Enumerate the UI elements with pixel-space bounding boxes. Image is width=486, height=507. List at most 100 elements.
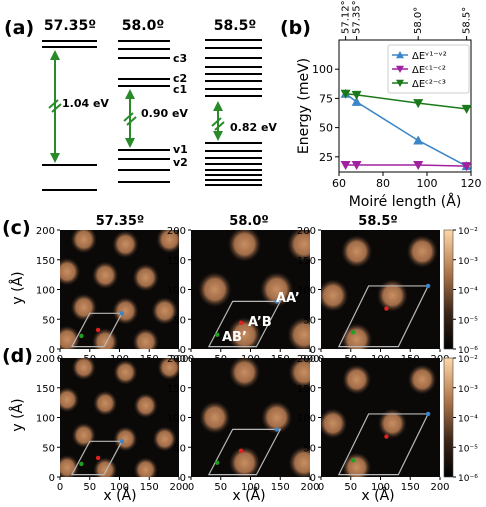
density-blob	[157, 358, 179, 381]
x-tick-label: 120	[461, 177, 482, 190]
panel-a: (a) 57.35º 58.0º 58.5º 1.04 eV	[4, 17, 277, 191]
map-y-tick-label: 50	[303, 315, 316, 326]
map-y-tick-label: 150	[36, 256, 55, 267]
x-tick-label: 80	[376, 177, 390, 190]
level-v2: v2	[173, 156, 188, 169]
col1-levels	[42, 40, 97, 191]
aa-point	[119, 311, 125, 316]
map-xlabel-1: x (Å)	[103, 487, 136, 504]
aa-point	[425, 283, 431, 289]
ab-point	[95, 455, 101, 461]
density-blob	[229, 446, 261, 477]
density-blob	[92, 261, 119, 289]
density-blob	[60, 325, 81, 349]
y-tick-label: 25	[319, 151, 333, 164]
level-c1: c1	[173, 83, 187, 96]
moire-cell	[207, 428, 282, 476]
gap-label-1: 1.04 eV	[62, 97, 109, 110]
map-title-3: 58.5º	[358, 214, 397, 229]
map-x-tick-label: 0	[57, 482, 63, 493]
map-x-tick-label: 150	[140, 482, 159, 493]
y-tick-label: 50	[319, 122, 333, 135]
density-blob	[342, 364, 371, 395]
map-y-tick-label: 50	[173, 443, 186, 454]
density-blob	[156, 230, 179, 254]
map-x-tick-label: 100	[110, 482, 129, 493]
aa-point	[274, 299, 279, 304]
density-blob	[288, 446, 310, 477]
density-blob	[112, 230, 139, 259]
colorbar-tick-label: 10⁻⁶	[458, 474, 478, 484]
map-y-tick-label: 50	[303, 443, 316, 454]
gap-label-3: 0.82 eV	[230, 121, 277, 134]
density-blob	[261, 401, 293, 434]
map-title-2: 58.0º	[229, 214, 268, 229]
density-blob	[133, 457, 158, 477]
map-y-tick-label: 150	[297, 256, 316, 267]
density-blob	[260, 272, 294, 307]
density-blob	[229, 358, 261, 389]
density-blob	[227, 230, 262, 262]
map-x-tick-label: 200	[169, 482, 188, 493]
colorbar-tick-label: 10⁻⁴	[458, 415, 478, 425]
density-blob	[60, 454, 80, 477]
ba-point	[350, 330, 356, 335]
map-y-tick-label: 100	[36, 286, 55, 297]
ba-point	[214, 460, 220, 465]
density-blob	[93, 390, 118, 416]
x-tick-label: 60	[332, 177, 346, 190]
gap-label-2: 0.90 eV	[141, 107, 188, 120]
map-y-tick-label: 100	[297, 414, 316, 425]
map-y-tick-label: 150	[167, 384, 186, 395]
density-blob	[227, 317, 262, 349]
map-y-tick-label: 0	[310, 345, 316, 356]
colorbar-tick-label: 10⁻⁵	[458, 444, 478, 454]
colorbar: 10⁻² 10⁻³ 10⁻⁴ 10⁻⁵ 10⁻⁶	[443, 227, 478, 356]
map-x-tick-label: 100	[371, 482, 390, 493]
density-blob	[113, 359, 138, 385]
map-xlabel-3: x (Å)	[361, 487, 394, 504]
map-y-tick-label: 200	[297, 354, 316, 365]
map-x-tick-label: 150	[271, 482, 290, 493]
density-blob	[288, 358, 310, 389]
x-tick-label: 100	[417, 177, 438, 190]
density-blob	[152, 426, 177, 452]
density-blob	[113, 426, 138, 452]
map-y-tick-label: 200	[297, 226, 316, 237]
map-y-tick-label: 150	[36, 384, 55, 395]
col1-title: 57.35º	[44, 18, 96, 34]
level-c2: c2	[173, 72, 187, 85]
density-blob	[376, 279, 408, 312]
density-blob	[407, 364, 437, 395]
maps: (c) (d) 57.35º 58.0º 58.5º 0050501001001…	[2, 214, 478, 504]
top-tick-label: 57.35°	[352, 0, 363, 34]
data-point	[351, 160, 362, 170]
map-y-tick-label: 0	[49, 473, 55, 484]
data-point	[461, 162, 472, 172]
col3-levels	[205, 39, 262, 186]
map-x-tick-label: 200	[430, 482, 449, 493]
stack-label-ba: AB’	[222, 330, 247, 345]
aa-point	[119, 439, 125, 444]
density-blob	[132, 263, 159, 292]
series-line	[345, 92, 467, 110]
map-y-tick-label: 50	[42, 443, 55, 454]
gap-arrow-2	[123, 89, 137, 148]
colorbar-tick-label: 10⁻⁶	[458, 346, 478, 356]
map-x-tick-label: 50	[214, 482, 227, 493]
density-blob	[133, 393, 158, 419]
data-point	[461, 104, 472, 114]
map-x-tick-label: 200	[300, 482, 319, 493]
stack-label-aa: AA’	[276, 291, 300, 306]
map-y-tick-label: 200	[36, 226, 55, 237]
density-blob	[60, 257, 81, 286]
density-blob	[287, 317, 310, 349]
map-y-tick-label: 100	[297, 286, 316, 297]
level-c3: c3	[173, 52, 187, 65]
density-blob	[287, 230, 310, 262]
ab-point	[384, 434, 389, 439]
colorbar-tick-label: 10⁻²	[458, 227, 478, 237]
row-label-c: (c)	[2, 217, 31, 239]
ba-point	[79, 333, 84, 339]
